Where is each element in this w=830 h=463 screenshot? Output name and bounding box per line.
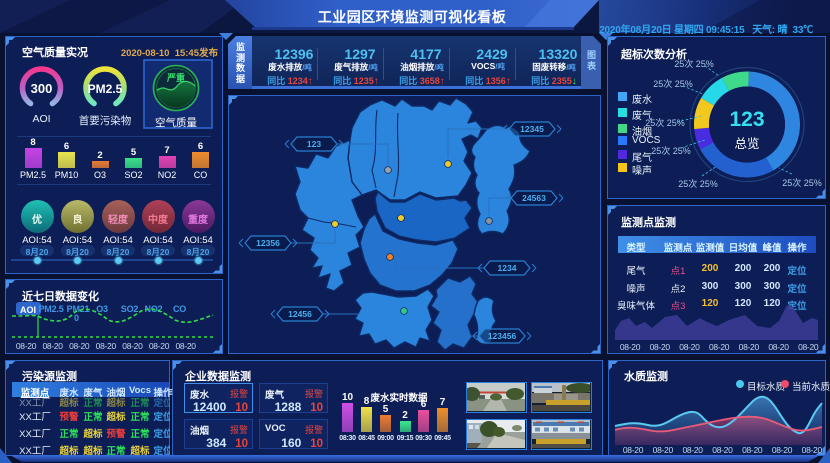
svg-text:12345: 12345	[520, 124, 544, 134]
svg-text:严重: 严重	[166, 72, 185, 83]
svg-text:123: 123	[307, 139, 321, 149]
svg-text:123456: 123456	[488, 331, 517, 341]
svg-text:12456: 12456	[288, 309, 312, 319]
svg-text:12356: 12356	[256, 238, 280, 248]
svg-text:1234: 1234	[498, 263, 517, 273]
svg-text:24563: 24563	[522, 193, 546, 203]
